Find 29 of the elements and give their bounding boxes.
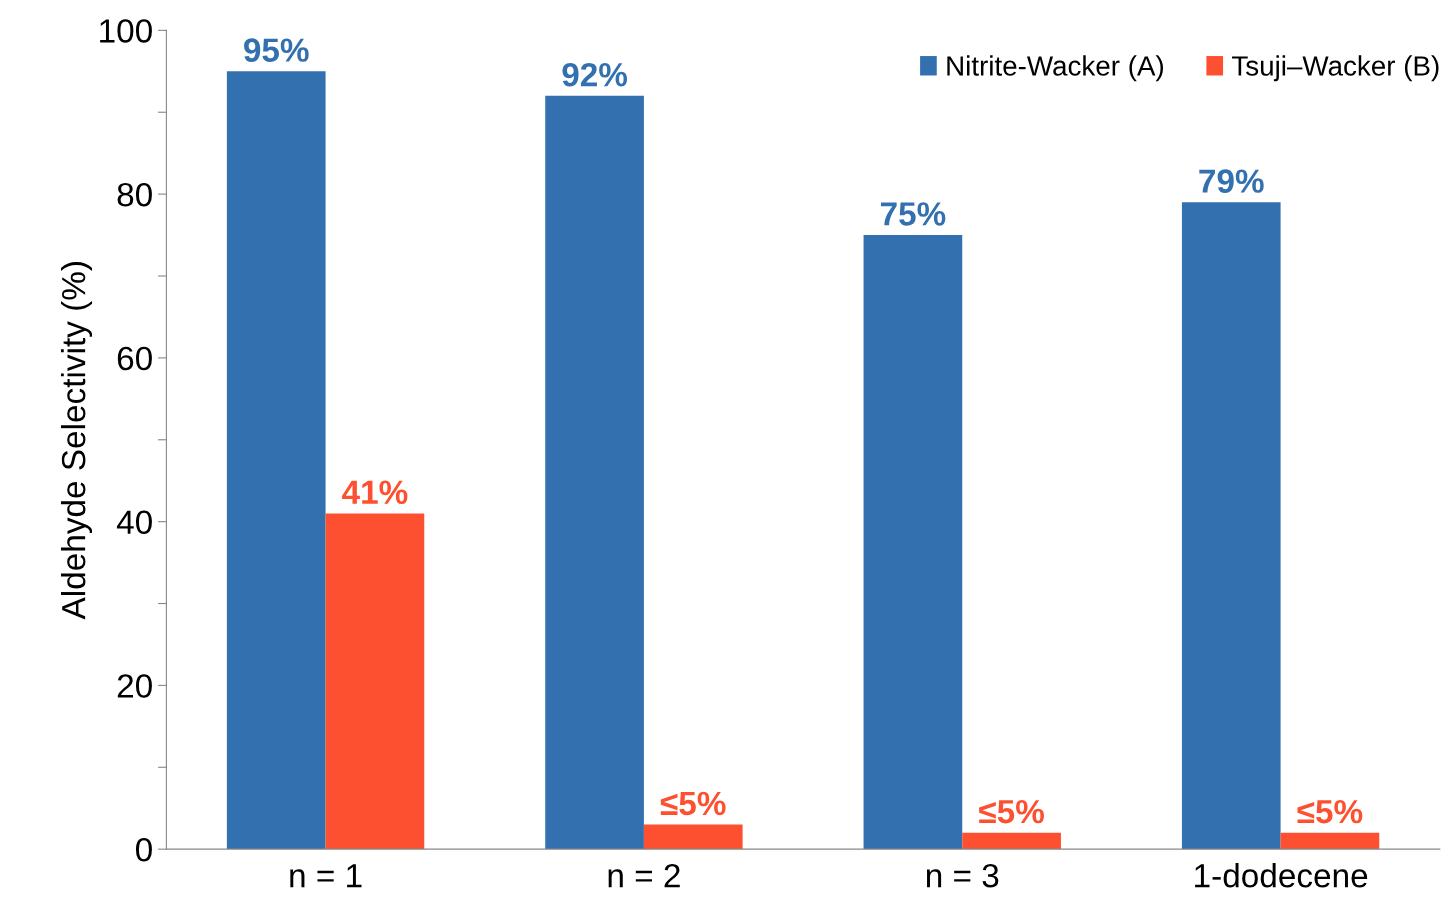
bar: [545, 95, 644, 850]
y-tick-label: 100: [100, 19, 152, 43]
data-label: 79%: [1199, 169, 1264, 193]
bar: [226, 71, 326, 850]
x-tick-label: 1-dodecene: [1195, 863, 1368, 888]
data-label: ≤5%: [979, 799, 1044, 824]
bar: [1181, 202, 1281, 850]
y-tick-label: 40: [116, 510, 152, 535]
data-label: ≤5%: [1297, 799, 1363, 824]
data-label: 92%: [562, 62, 628, 87]
x-tick-label: n = 1: [290, 864, 362, 888]
legend-label: Nitrite-Wacker (A): [947, 55, 1163, 82]
bar: [1280, 832, 1380, 850]
bar: [863, 235, 963, 850]
legend-label: Tsuji–Wacker (B): [1232, 55, 1439, 82]
bar: [962, 832, 1061, 850]
x-tick-label: n = 3: [926, 863, 999, 888]
y-tick-label: 80: [117, 182, 152, 207]
y-tick-label: 0: [135, 837, 152, 862]
bar: [325, 513, 425, 850]
bar: [643, 824, 743, 850]
y-tick-label: 60: [117, 346, 152, 371]
data-label: 75%: [880, 202, 946, 226]
x-tick-label: n = 2: [608, 863, 680, 888]
data-label: ≤5%: [660, 791, 726, 816]
y-tick-label: 20: [117, 674, 152, 698]
y-axis-title: Aldehyde Selectivity (%): [60, 262, 93, 620]
data-label: 95%: [244, 38, 309, 62]
data-label: 41%: [342, 480, 408, 505]
